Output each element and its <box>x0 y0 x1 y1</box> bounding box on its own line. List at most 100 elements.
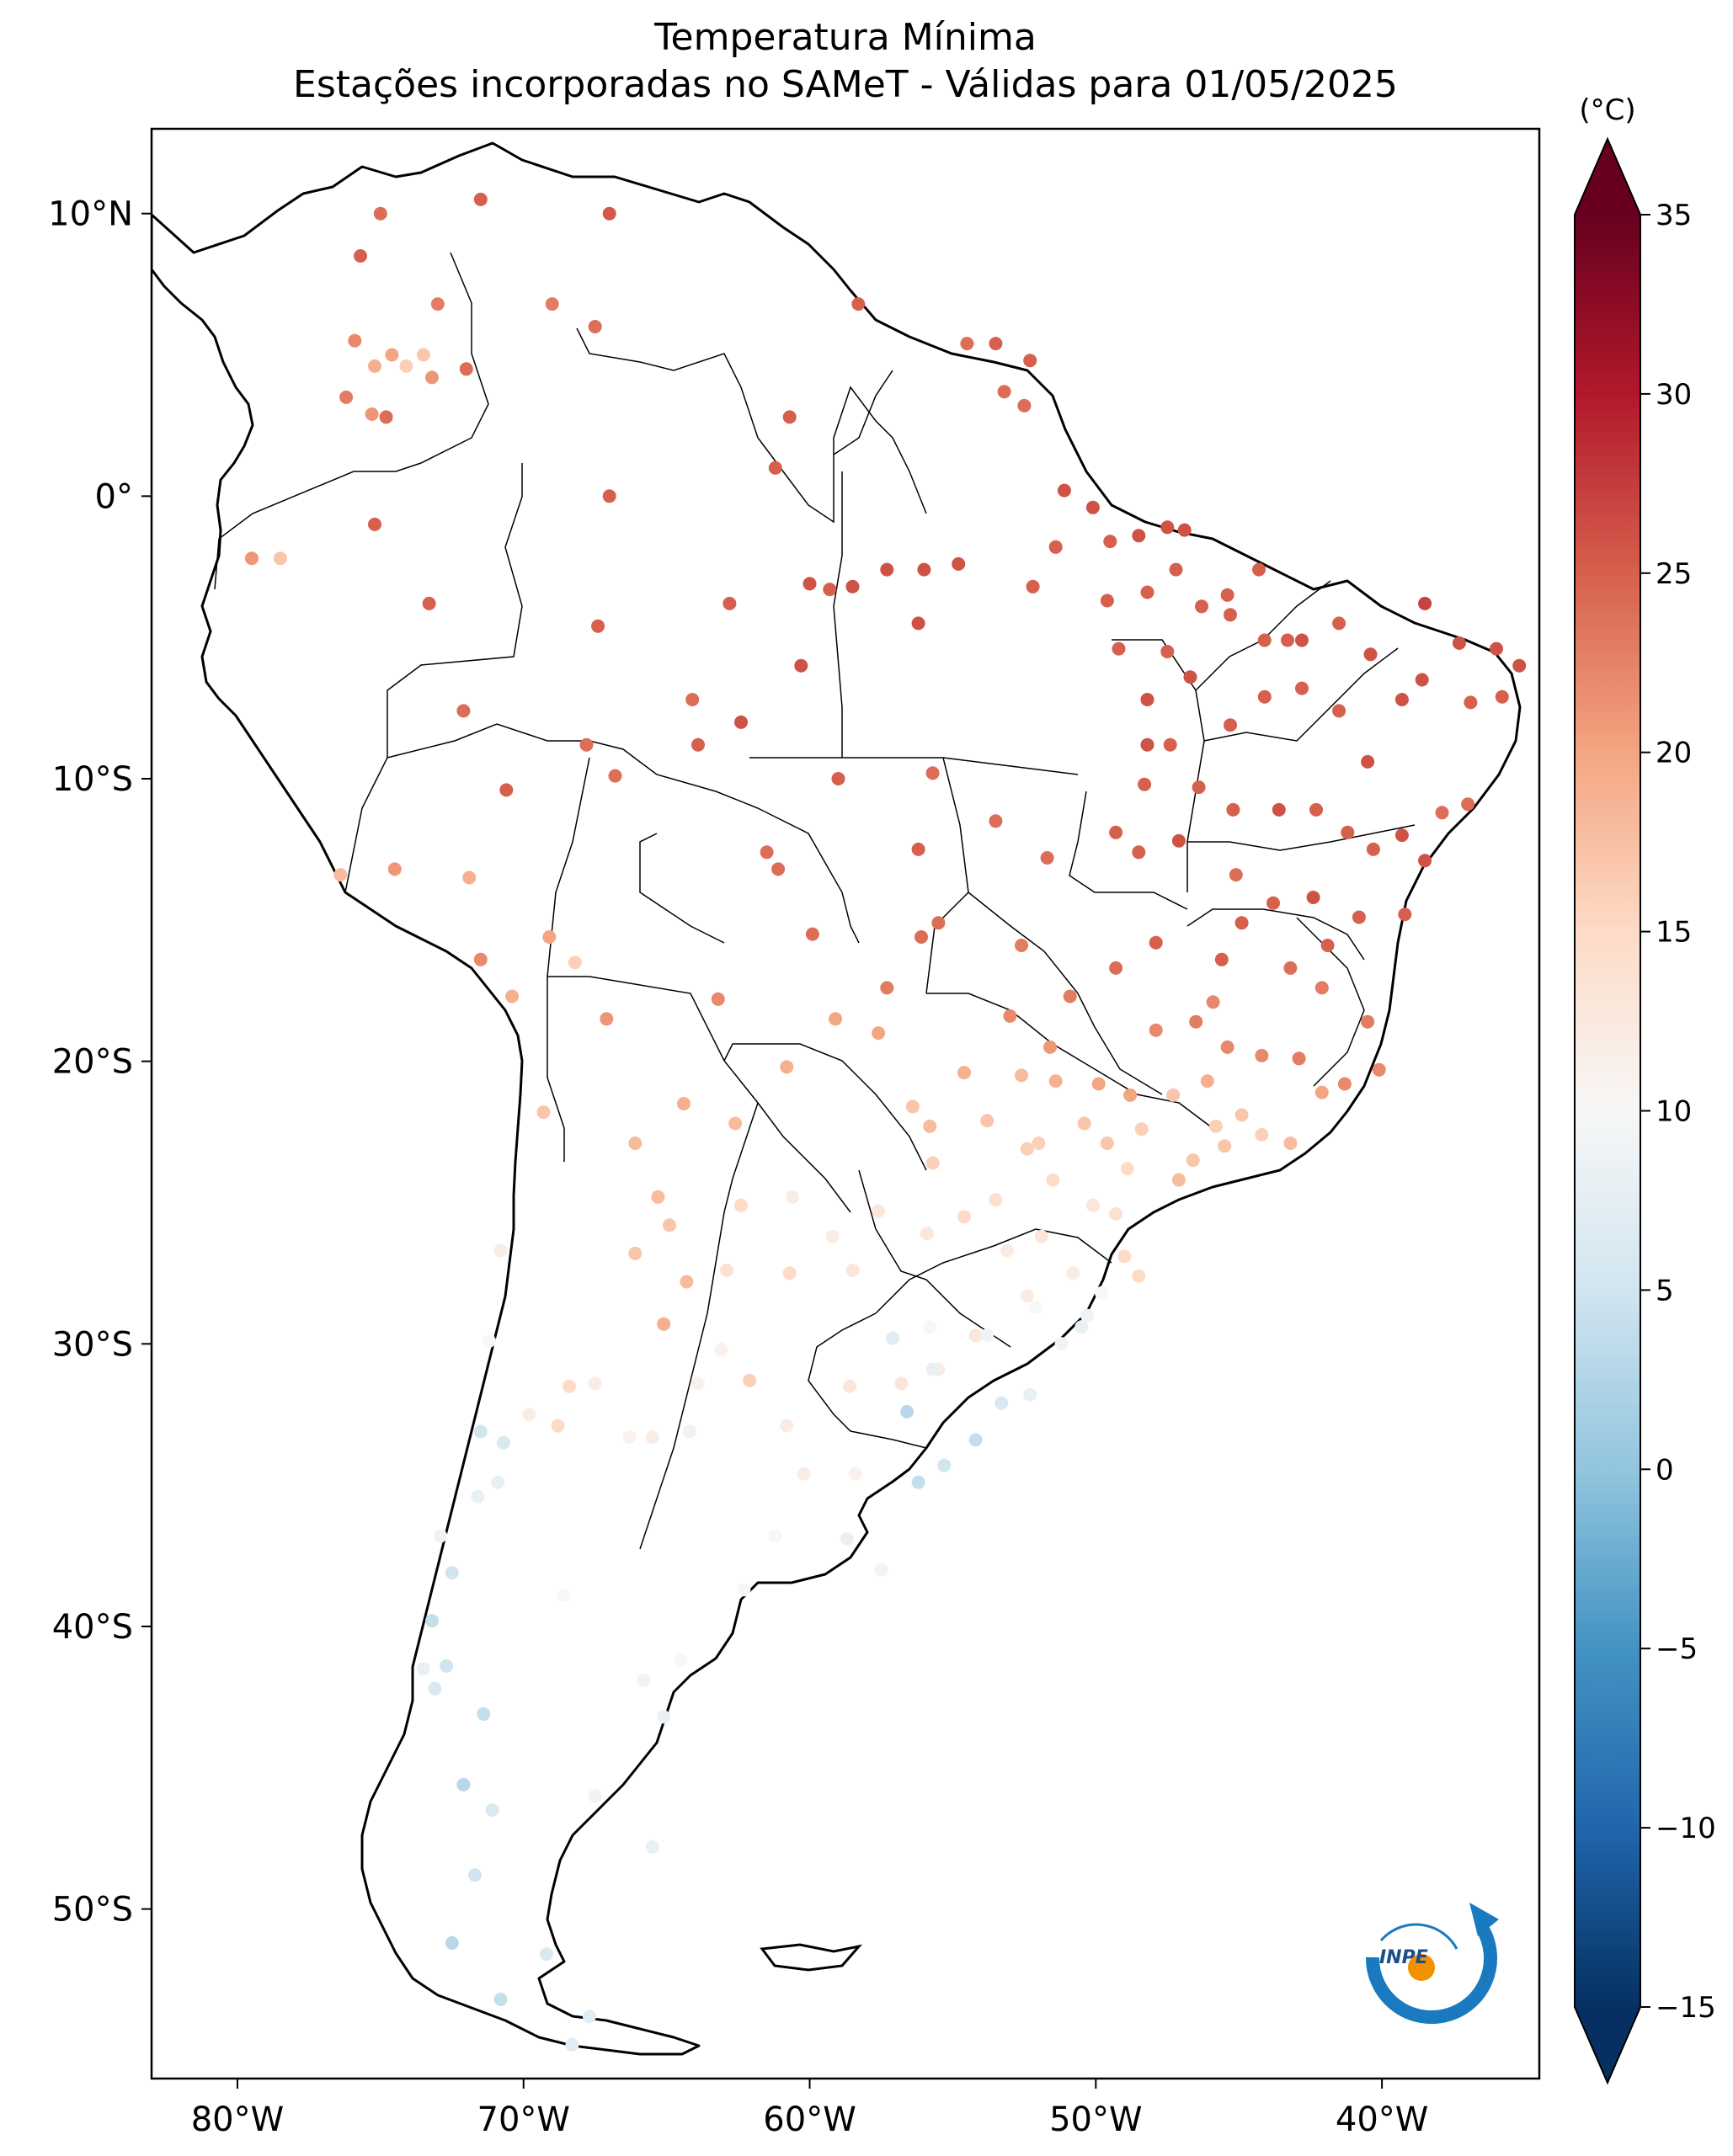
station-point <box>1512 658 1527 673</box>
station-point <box>803 577 817 591</box>
station-point <box>339 390 354 404</box>
station-point <box>925 766 940 780</box>
station-point <box>677 1097 691 1110</box>
station-point <box>911 1475 925 1489</box>
station-point <box>1206 995 1220 1009</box>
station-point <box>1398 908 1412 922</box>
station-point <box>1435 806 1449 820</box>
station-point <box>734 1198 748 1212</box>
station-point <box>493 1993 508 2006</box>
lon-tick-label: 60°W <box>763 2100 856 2139</box>
station-point <box>387 862 402 876</box>
station-point <box>579 737 594 752</box>
station-point <box>917 562 931 577</box>
station-point <box>1257 633 1272 647</box>
station-point <box>425 370 439 385</box>
station-point <box>1040 851 1054 865</box>
inpe-logo: INPE <box>1365 1903 1499 2025</box>
station-point <box>968 1433 983 1447</box>
station-point <box>1074 1320 1089 1334</box>
station-point <box>911 616 925 631</box>
lat-tick-label: 0° <box>95 477 133 516</box>
station-point <box>468 1868 482 1882</box>
station-point <box>1132 1269 1146 1283</box>
station-point <box>711 992 725 1006</box>
station-point <box>591 619 605 633</box>
station-point <box>1100 594 1114 608</box>
station-point <box>905 1099 920 1114</box>
station-point <box>1109 825 1123 839</box>
station-point <box>780 1060 794 1074</box>
station-point <box>1234 916 1249 930</box>
station-point <box>1352 910 1366 924</box>
station-point <box>880 562 894 577</box>
station-point <box>691 737 705 752</box>
logo-text: INPE <box>1379 1947 1428 1968</box>
station-point <box>645 1839 659 1854</box>
station-point <box>1452 636 1466 650</box>
station-point <box>1138 777 1152 791</box>
station-point <box>425 1614 439 1628</box>
station-point <box>845 1264 860 1277</box>
station-point <box>557 1589 571 1602</box>
station-point <box>416 348 430 362</box>
station-point <box>645 1430 659 1445</box>
station-point <box>1283 1137 1298 1150</box>
station-point <box>434 1529 448 1543</box>
station-point <box>1292 1051 1306 1066</box>
station-point <box>794 658 808 673</box>
station-point <box>1023 354 1037 368</box>
station-point <box>1361 1014 1375 1029</box>
station-point <box>874 1562 888 1577</box>
station-point <box>1017 398 1032 413</box>
station-point <box>1177 523 1192 537</box>
colorbar-max-arrow <box>1575 139 1640 215</box>
station-point <box>1163 737 1177 752</box>
logo-dot <box>1408 1954 1435 1981</box>
station-point <box>1134 1122 1149 1137</box>
station-point <box>1034 1229 1048 1243</box>
station-points <box>244 192 1527 2052</box>
colorbar-unit: (°C) <box>1579 93 1635 127</box>
colorbar-tick-label: 10 <box>1656 1095 1692 1129</box>
station-point <box>1080 1308 1095 1323</box>
station-point <box>473 952 488 966</box>
station-point <box>582 2010 596 2024</box>
station-point <box>1309 802 1323 817</box>
station-point <box>968 1328 983 1343</box>
station-point <box>685 693 700 706</box>
station-point <box>1109 961 1123 975</box>
country-borders <box>214 252 1416 1550</box>
station-point <box>1320 939 1335 952</box>
station-point <box>485 1803 499 1818</box>
station-point <box>565 2037 579 2052</box>
station-point <box>1032 1137 1046 1150</box>
station-point <box>602 489 616 503</box>
station-point <box>1003 1009 1017 1023</box>
station-point <box>1149 1023 1163 1037</box>
station-point <box>354 249 367 263</box>
station-point <box>416 1662 430 1676</box>
station-point <box>989 1193 1003 1207</box>
station-point <box>522 1408 536 1422</box>
station-point <box>952 556 966 571</box>
station-point <box>691 1376 705 1391</box>
station-point <box>1000 1243 1014 1258</box>
station-point <box>1112 641 1126 656</box>
station-point <box>1224 718 1237 732</box>
station-point <box>473 1424 488 1439</box>
station-point <box>1066 1266 1080 1280</box>
station-point <box>1123 1088 1138 1102</box>
station-point <box>682 1424 696 1439</box>
station-point <box>1341 825 1355 839</box>
station-point <box>851 297 866 311</box>
station-point <box>1366 842 1380 856</box>
colorbar-gradient <box>1575 215 1640 2007</box>
station-point <box>1192 780 1206 795</box>
station-point <box>1490 641 1503 656</box>
station-point <box>456 704 471 718</box>
station-point <box>960 337 974 351</box>
station-point <box>600 1012 614 1026</box>
station-point <box>588 1789 602 1803</box>
station-point <box>445 1935 459 1950</box>
